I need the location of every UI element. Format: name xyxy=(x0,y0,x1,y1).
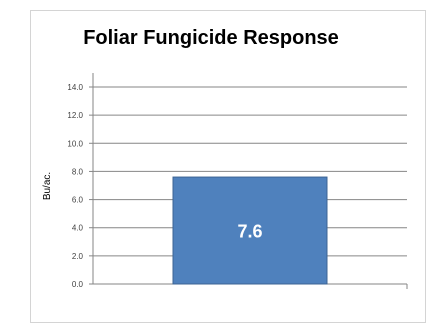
y-tick-label: 12.0 xyxy=(67,111,83,120)
y-axis-label: Bu/ac. xyxy=(42,172,53,200)
y-tick-labels: 0.0 2.0 4.0 6.0 8.0 10.0 12.0 14.0 xyxy=(67,83,83,289)
y-tick-label: 4.0 xyxy=(72,224,84,233)
y-tick-label: 0.0 xyxy=(72,280,84,289)
y-tick-label: 14.0 xyxy=(67,83,83,92)
bar xyxy=(172,176,328,285)
y-tick-label: 10.0 xyxy=(67,139,83,148)
y-tick-label: 2.0 xyxy=(72,252,84,261)
bar-data-label: 7.6 xyxy=(237,222,262,242)
chart-title: Foliar Fungicide Response xyxy=(83,27,339,49)
y-tick-label: 6.0 xyxy=(72,196,84,205)
y-tick-label: 8.0 xyxy=(72,167,84,176)
bars: 7.6 xyxy=(172,176,408,289)
